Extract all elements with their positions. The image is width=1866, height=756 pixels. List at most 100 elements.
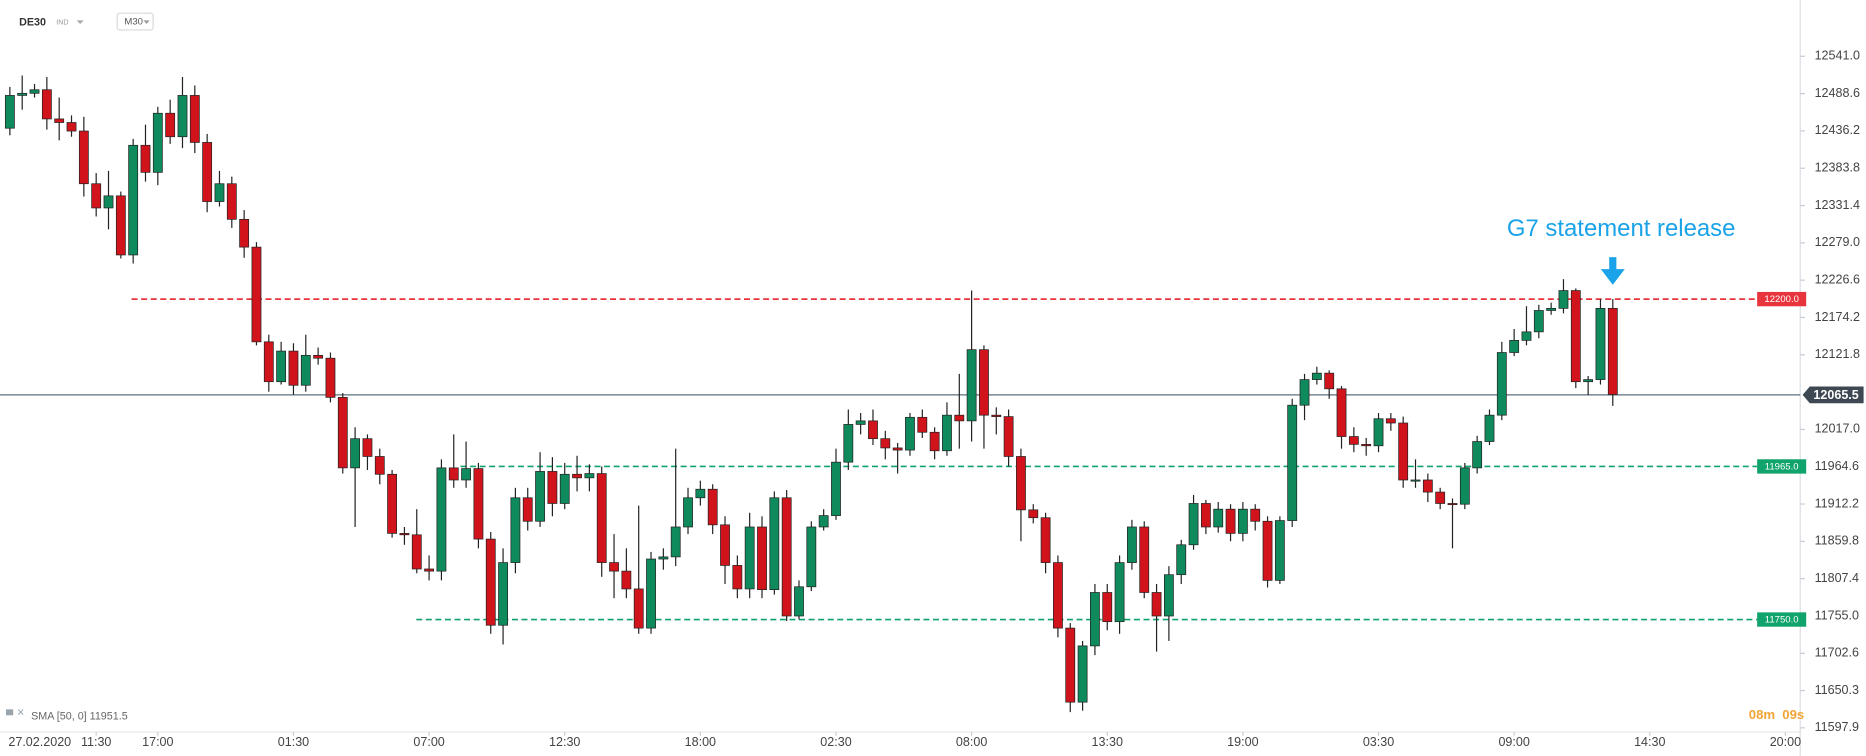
candle-body [1324, 372, 1335, 390]
x-tick-label: 20:00 [1770, 735, 1801, 749]
candle-body [1299, 379, 1310, 406]
y-tick-label: 12121.8 [1815, 347, 1860, 361]
candle-body [831, 461, 841, 516]
candle-body [1422, 479, 1433, 493]
timeframe-button[interactable] [116, 12, 154, 31]
candle-body [917, 416, 928, 433]
x-tick-label: 19:00 [1227, 735, 1258, 749]
candle-body [276, 350, 287, 383]
candle-body [1472, 441, 1483, 469]
candle-body [1053, 562, 1063, 629]
x-tick-label: 01:30 [278, 735, 309, 749]
candle-body [461, 468, 471, 481]
candle-body [226, 183, 237, 220]
candle-body [263, 341, 274, 383]
candle-body [387, 473, 398, 534]
level-label-box [1757, 459, 1807, 474]
candle-body [436, 467, 447, 572]
candle-body [473, 468, 484, 540]
candle-body [29, 89, 40, 94]
candle-body [868, 420, 878, 440]
candle-body [1373, 418, 1384, 447]
candle-body [152, 112, 163, 173]
y-tick-label: 12174.2 [1815, 310, 1860, 324]
candle-body [1065, 627, 1076, 703]
candle-body [1213, 508, 1224, 528]
candle-body [905, 416, 915, 451]
candle-body [424, 568, 434, 572]
candle-body [498, 562, 508, 626]
indicator-close[interactable]: ✕ [17, 707, 25, 718]
candle-body [1287, 404, 1298, 521]
candle-body [1237, 508, 1248, 534]
candle-body [1558, 290, 1569, 309]
candle-body [646, 558, 656, 629]
candle-body [1114, 562, 1125, 623]
level-label: 11750.0 [1765, 615, 1799, 626]
candle-body [1607, 307, 1618, 395]
timeframe[interactable]: M30 [124, 17, 143, 28]
candle-body [177, 95, 188, 138]
candle-body [695, 488, 706, 499]
x-tick-label: 02:30 [820, 735, 851, 749]
current-price-label: 12065.5 [1813, 388, 1858, 402]
candle-body [929, 431, 940, 452]
candle-body [1225, 508, 1236, 534]
indicator-icon[interactable] [5, 709, 14, 716]
symbol[interactable]: DE30 [19, 17, 46, 29]
candle-body [683, 497, 693, 528]
y-tick-label: 11650.3 [1815, 683, 1859, 697]
candle-body [91, 183, 102, 209]
candle-body [300, 354, 311, 386]
candle-body [1595, 307, 1606, 380]
annotation-arrow-shaft [1609, 257, 1617, 272]
candle-body [510, 497, 521, 563]
candle-body [892, 447, 903, 451]
candle-body [1311, 372, 1322, 380]
candle-body [251, 246, 262, 343]
candle-body [1176, 544, 1187, 576]
candle-body [794, 586, 804, 617]
symbol-dropdown[interactable] [76, 20, 84, 24]
candle-body [1139, 526, 1150, 593]
candle-body [1250, 508, 1261, 522]
x-tick-label: 13:30 [1092, 735, 1123, 749]
candle-body [744, 526, 755, 590]
candle-body [337, 397, 348, 469]
x-tick-label: 07:00 [413, 735, 444, 749]
candle-body [115, 195, 126, 256]
candle-body [806, 526, 817, 588]
indicator-label: SMA [50, 0] 11951.5 [31, 710, 128, 722]
candle-body [1348, 436, 1359, 445]
candle-body [547, 471, 558, 504]
y-tick-label: 12488.6 [1815, 86, 1860, 100]
candle-body [288, 350, 299, 386]
date-label: 27.02.2020 [8, 735, 71, 749]
candle-body [448, 467, 459, 481]
y-tick-label: 11912.2 [1815, 496, 1859, 510]
candle-body [362, 438, 373, 457]
candle-body [374, 456, 385, 475]
market: IND [56, 19, 68, 27]
candle-body [732, 565, 743, 590]
candle-body [855, 420, 866, 425]
candle-body [621, 570, 632, 590]
y-tick-label: 11702.6 [1815, 646, 1859, 660]
candle-body [140, 144, 151, 173]
level-label: 12200.0 [1764, 294, 1799, 305]
candle-body [1077, 645, 1088, 703]
candle-body [584, 473, 595, 479]
candle-body [757, 526, 767, 590]
candle-body [4, 95, 15, 129]
y-tick-label: 12383.8 [1815, 161, 1860, 175]
candle-body [1361, 444, 1372, 447]
candle-body [1090, 592, 1100, 647]
candle-body [572, 473, 582, 479]
candle-body [66, 122, 77, 132]
y-tick-label: 11807.4 [1815, 571, 1859, 585]
candle-body [41, 89, 52, 120]
y-tick-label: 11597.9 [1815, 720, 1859, 734]
timer-seconds: 09s [1782, 707, 1804, 722]
candle-body [1003, 416, 1014, 457]
